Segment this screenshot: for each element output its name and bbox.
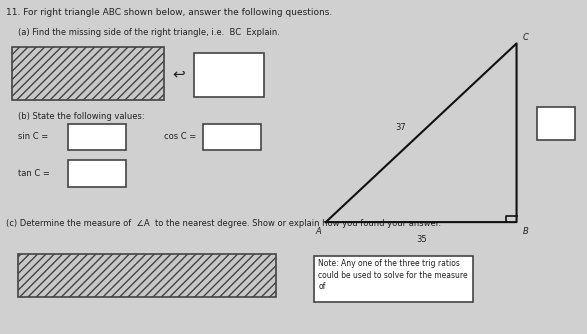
Text: 35: 35 xyxy=(416,235,427,244)
Bar xyxy=(18,254,276,297)
Text: 37: 37 xyxy=(395,123,406,132)
Text: sin C =: sin C = xyxy=(18,132,48,141)
Text: tan C =: tan C = xyxy=(18,169,49,178)
Bar xyxy=(203,124,261,150)
Text: Note: Any one of the three trig ratios
could be used to solve for the measure
of: Note: Any one of the three trig ratios c… xyxy=(318,259,468,292)
Text: 11. For right triangle ABC shown below, answer the following questions.: 11. For right triangle ABC shown below, … xyxy=(6,8,332,17)
Text: ↩: ↩ xyxy=(173,66,185,81)
Text: A: A xyxy=(316,227,322,236)
Bar xyxy=(314,256,473,302)
Text: C: C xyxy=(522,33,528,42)
Bar xyxy=(194,53,264,97)
Bar xyxy=(12,47,164,100)
Text: (c) Determine the measure of  ∠A  to the nearest degree. Show or explain how you: (c) Determine the measure of ∠A to the n… xyxy=(6,219,441,228)
Bar xyxy=(68,124,126,150)
Text: (b) State the following values:: (b) State the following values: xyxy=(18,112,144,121)
Text: cos C =: cos C = xyxy=(164,132,197,141)
Bar xyxy=(68,160,126,187)
Text: B: B xyxy=(523,227,529,236)
Text: (a) Find the missing side of the right triangle, i.e.  BC  Explain.: (a) Find the missing side of the right t… xyxy=(18,28,279,37)
Bar xyxy=(537,107,575,140)
